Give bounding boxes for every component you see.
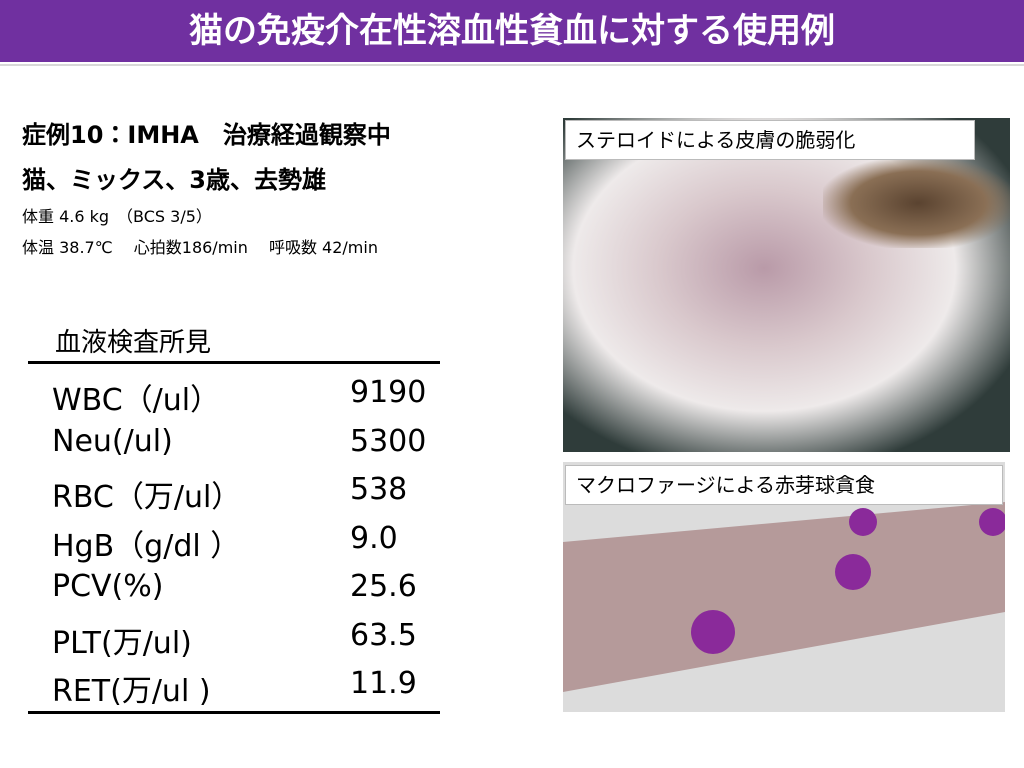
image-caption: マクロファージによる赤芽球貪食: [565, 465, 1003, 505]
macrophage: [979, 508, 1005, 536]
case-vitals: 体温 38.7℃ 心拍数186/min 呼吸数 42/min: [22, 238, 378, 257]
table-title: 血液検査所見: [55, 328, 212, 358]
case-weight: 体重 4.6 kg （BCS 3/5）: [22, 207, 212, 226]
row-value: 11.9: [350, 666, 417, 701]
header-rule: [0, 64, 1024, 66]
slide-title: 猫の免疫介在性溶血性貧血に対する使用例: [0, 0, 1024, 62]
image-caption: ステロイドによる皮膚の脆弱化: [565, 120, 975, 160]
row-label: HgB（g/dl ）: [52, 528, 241, 564]
smear-illustration: [563, 502, 1005, 692]
row-label: Neu(/ul): [52, 423, 173, 459]
cell-layer: [563, 502, 1005, 692]
skin-photo: ステロイドによる皮膚の脆弱化: [563, 118, 1010, 452]
case-signalment: 猫、ミックス、3歳、去勢雄: [22, 166, 326, 194]
macrophage: [849, 508, 877, 536]
row-value: 9.0: [350, 520, 398, 556]
row-value: 9190: [350, 375, 427, 410]
macrophage: [835, 554, 871, 590]
case-heading: 症例10：IMHA 治療経過観察中: [22, 121, 391, 149]
row-value: 538: [350, 472, 408, 507]
fur-patch: [823, 158, 1010, 248]
row-value: 5300: [350, 423, 427, 459]
row-label: PLT(万/ul): [52, 625, 192, 661]
row-label: WBC（/ul）: [52, 383, 221, 418]
table-top-rule: [28, 361, 440, 364]
row-label: PCV(%): [52, 569, 164, 604]
smear-photo: マクロファージによる赤芽球貪食: [563, 462, 1005, 712]
row-value: 25.6: [350, 569, 417, 604]
table-bottom-rule: [28, 711, 440, 714]
macrophage: [691, 610, 735, 654]
row-label: RET(万/ul ): [52, 674, 211, 709]
row-value: 63.5: [350, 617, 417, 653]
row-label: RBC（万/ul）: [52, 480, 242, 515]
